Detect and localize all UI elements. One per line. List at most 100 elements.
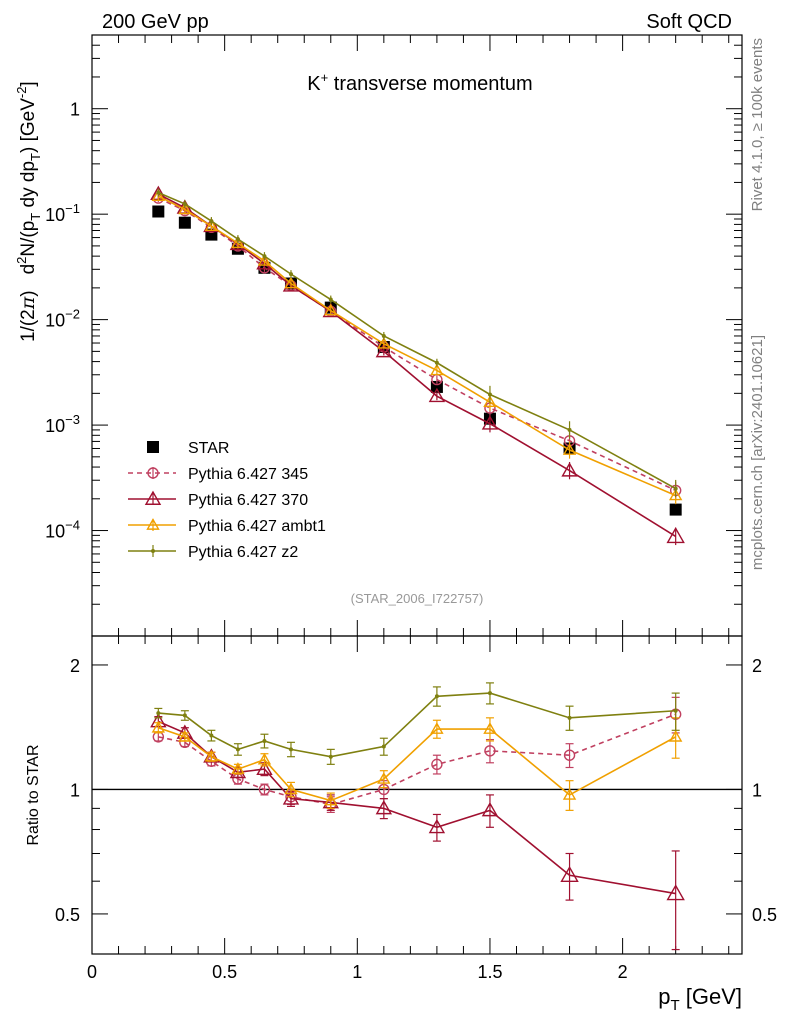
p370-marker: [229, 763, 247, 779]
z2-marker: [235, 747, 240, 752]
z2-marker: [487, 691, 492, 696]
z2-marker: [567, 427, 572, 432]
ambt1-marker: [151, 189, 166, 202]
legend-label-p370: Pythia 6.427 370: [188, 492, 308, 509]
plot-title: K+ transverse momentum: [307, 70, 532, 95]
p370-marker: [375, 342, 393, 358]
p345-marker: [484, 745, 496, 757]
ratio-y-tick-label-right: 0.5: [752, 905, 777, 925]
z2-marker: [381, 333, 386, 338]
ambt1-line: [157, 195, 676, 497]
x-tick-label: 0: [87, 962, 97, 982]
ambt1-marker: [204, 749, 219, 762]
z2-marker: [328, 297, 333, 302]
legend-label-star: STAR: [188, 440, 229, 457]
x-tick-label: 2: [618, 962, 628, 982]
z2-marker: [209, 733, 214, 738]
y-tick-label-1e-1: 10−1: [45, 201, 80, 225]
p370-marker: [428, 818, 446, 834]
x-tick-label: 0.5: [212, 962, 237, 982]
p345-marker: [431, 758, 443, 771]
analysis-tag: (STAR_2006_I722757): [351, 591, 484, 606]
ratio-ylabel: Ratio to STAR: [25, 744, 42, 845]
ambt1-marker: [562, 443, 577, 455]
y-tick-label-1e-2: 10−2: [45, 307, 80, 331]
p370-marker: [561, 462, 578, 477]
ambt1-marker: [257, 752, 272, 765]
star-marker: [178, 216, 191, 229]
ambt1-marker: [562, 788, 577, 800]
main-axis-ticks: [91, 34, 742, 637]
p370-marker: [428, 387, 446, 403]
z2-marker: [182, 713, 187, 718]
p345-marker: [563, 749, 576, 761]
ratio-y-tick-label-right: 1: [752, 780, 762, 800]
legend-label-p345: Pythia 6.427 345: [188, 466, 308, 483]
x-tick-label: 1: [352, 962, 362, 982]
y-tick-label-1e-3: 10−3: [45, 412, 80, 436]
z2-marker: [156, 711, 161, 716]
z2-marker: [182, 201, 187, 206]
ratio-y-tick-label: 2: [70, 656, 80, 676]
x-axis-label: pT [GeV]: [658, 984, 742, 1014]
main-series: [150, 185, 685, 546]
legend-label-ambt1: Pythia 6.427 ambt1: [188, 518, 326, 535]
x-tick-label: 1.5: [477, 962, 502, 982]
z2-marker: [288, 272, 293, 277]
p370-marker: [375, 799, 393, 815]
z2-marker: [381, 744, 386, 749]
ambt1-marker: [430, 722, 444, 734]
p370-marker: [282, 790, 300, 805]
ambt1-marker: [284, 782, 298, 795]
star-marker: [147, 441, 159, 453]
star-marker: [152, 205, 165, 218]
ambt1-marker: [668, 729, 683, 742]
z2-marker: [262, 738, 267, 743]
ratio-y-tick-label: 1: [70, 780, 80, 800]
ambt1-marker: [668, 488, 683, 501]
ambt1-marker: [204, 219, 219, 231]
star-marker: [669, 503, 682, 516]
ambt1-marker: [178, 729, 192, 742]
p345-marker: [258, 783, 271, 796]
p370-marker: [666, 526, 685, 544]
z2-marker: [209, 219, 214, 224]
ambt1-marker: [284, 276, 298, 289]
z2-marker: [434, 694, 439, 699]
ambt1-marker: [377, 772, 391, 784]
p370-marker: [481, 801, 499, 817]
ambt1-marker: [257, 254, 272, 266]
ambt1-marker: [178, 202, 192, 215]
ratio-y-tick-label: 0.5: [55, 905, 80, 925]
z2-marker: [288, 747, 293, 752]
ambt1-ratio-line: [158, 726, 677, 802]
z2-marker: [567, 715, 572, 720]
ambt1-marker: [430, 363, 444, 376]
p370-marker: [203, 217, 220, 233]
p370-marker: [144, 490, 162, 505]
ambt1-marker: [231, 762, 245, 774]
p370-marker: [256, 760, 273, 776]
p345-marker: [147, 467, 159, 479]
y-tick-label-1e-4: 10−4: [45, 518, 80, 542]
ambt1-marker: [146, 518, 160, 530]
y-tick-label-1: 1: [70, 100, 80, 120]
z2-marker: [151, 549, 155, 553]
z2-marker: [487, 392, 492, 397]
z2-marker: [156, 190, 161, 195]
ratio-y-tick-label-right: 2: [752, 656, 762, 676]
ratio-axis-ticks: 0.5 0.5 1 1 2 2 0 0.5 1 1.5 2: [55, 636, 777, 982]
p370-marker: [666, 884, 685, 901]
z2-marker: [673, 708, 678, 713]
main-axis-tick-labels: 10−4 10−3 10−2 10−1 1: [45, 100, 80, 542]
header-right: Soft QCD: [646, 11, 732, 33]
legend-label-z2: Pythia 6.427 z2: [188, 544, 298, 561]
z2-marker: [673, 486, 678, 491]
ambt1-marker: [231, 236, 245, 249]
z2-marker: [328, 754, 333, 759]
p370-marker: [481, 415, 499, 430]
rivet-version-text: Rivet 4.1.0, ≥ 100k events: [749, 38, 766, 211]
ambt1-marker: [483, 722, 497, 734]
p370-marker: [203, 748, 220, 763]
p345-ratio-line: [158, 713, 676, 806]
